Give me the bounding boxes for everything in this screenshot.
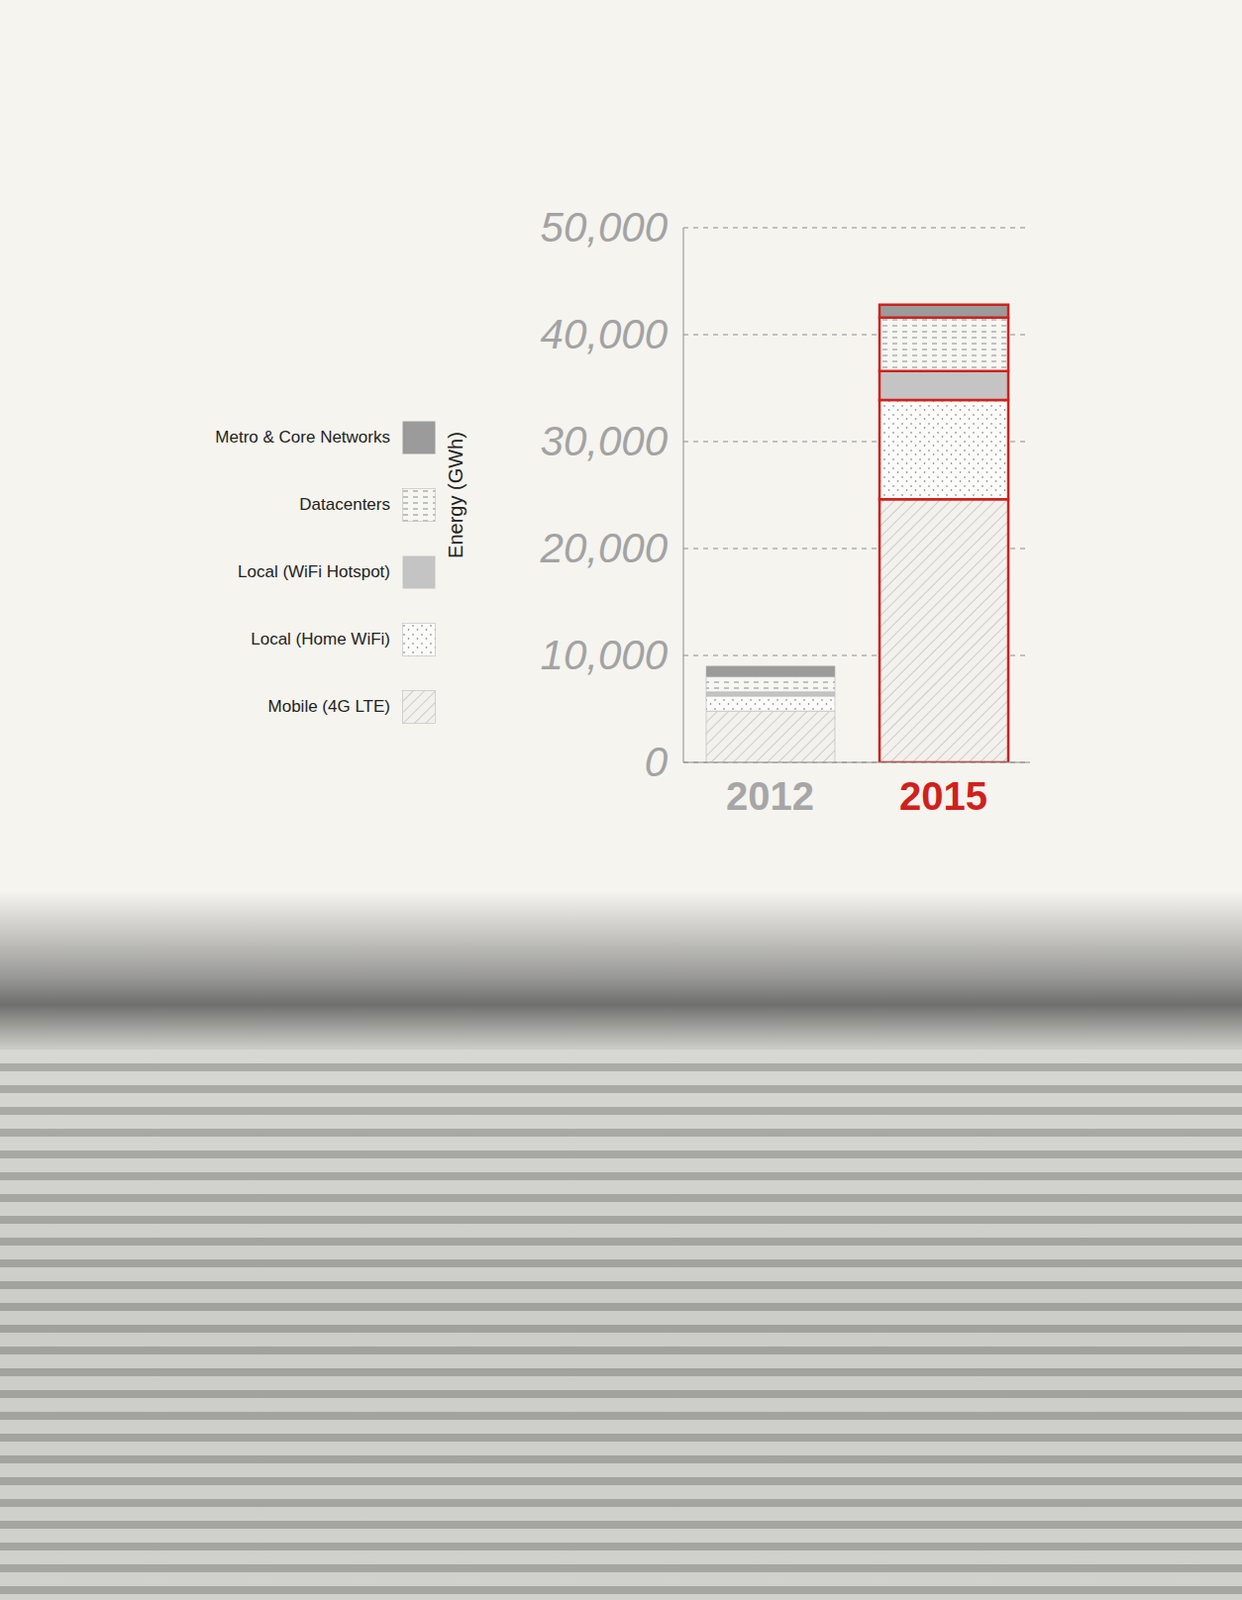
html-text:Local (WiFi Hotspot): Local (WiFi Hotspot)	[237, 562, 391, 582]
svg-text:30,000: 30,000	[540, 417, 669, 465]
svg-text:50,000: 50,000	[540, 204, 669, 251]
svg-text:20,000: 20,000	[539, 524, 669, 572]
svg-text:Energy (GWh): Energy (GWh)	[445, 431, 467, 559]
svg-text:40,000: 40,000	[540, 310, 669, 358]
svg-text:2012: 2012	[725, 774, 815, 819]
svg-text:2015: 2015	[899, 774, 988, 819]
html-text:Mobile (4G LTE): Mobile (4G LTE)	[267, 697, 391, 717]
html-text:Datacenters: Datacenters	[299, 495, 391, 515]
html-text:Metro & Core Networks: Metro & Core Networks	[215, 427, 391, 447]
svg-text:0: 0	[644, 738, 669, 786]
html-text:Local (Home WiFi): Local (Home WiFi)	[250, 629, 391, 649]
svg-text:10,000: 10,000	[540, 631, 669, 679]
